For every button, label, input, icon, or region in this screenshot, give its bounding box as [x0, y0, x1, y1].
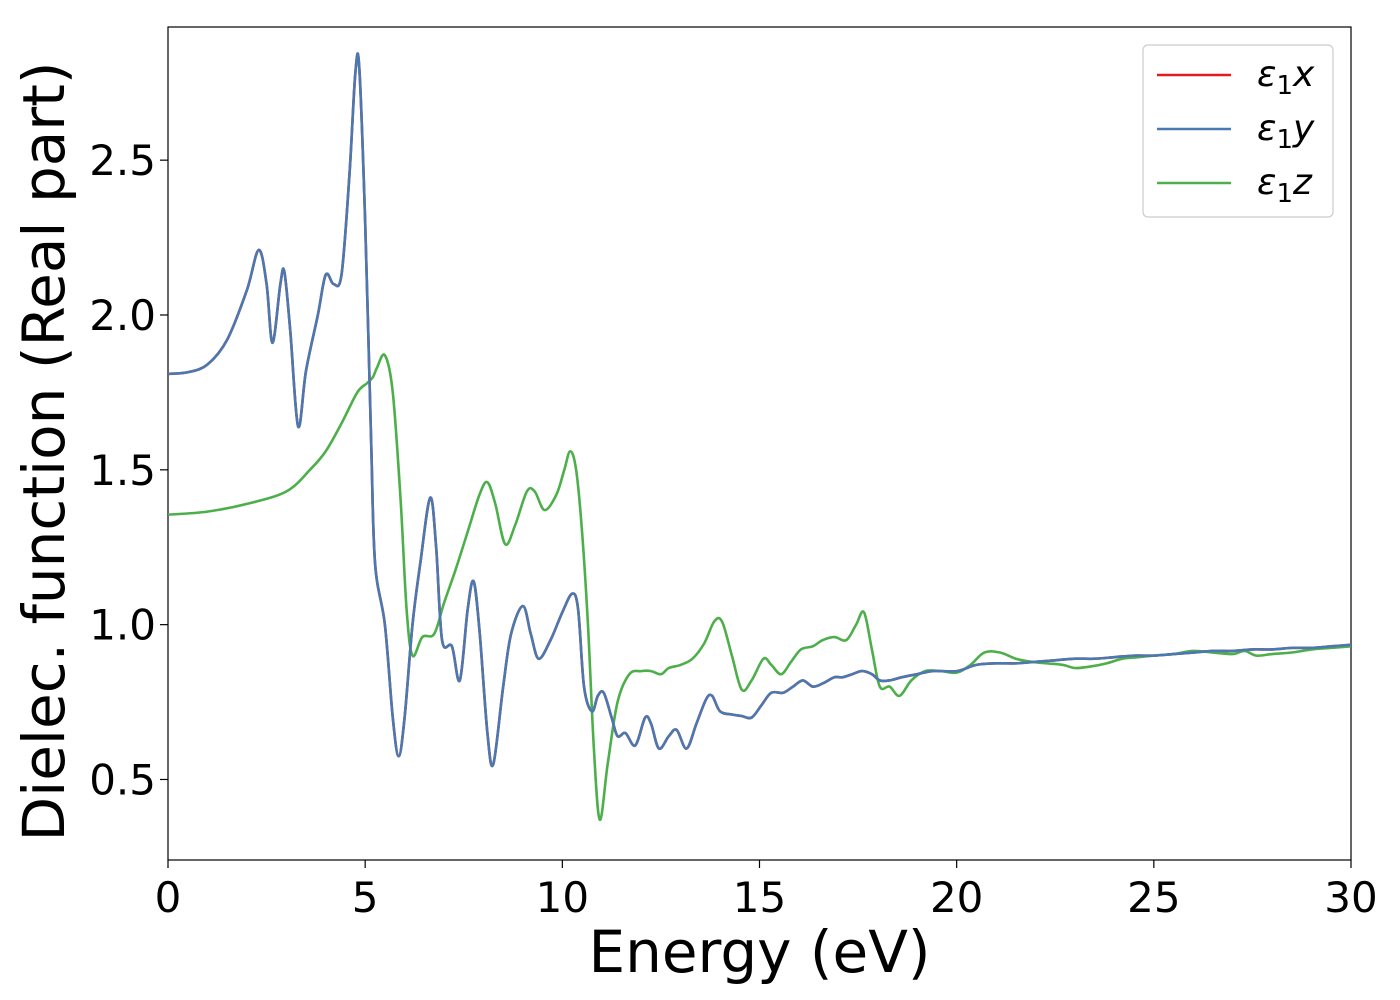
legend-label: ε1z — [1257, 162, 1313, 209]
y-axis-title: Dielec. function (Real part) — [10, 61, 78, 841]
series-line-eps1z — [168, 353, 1351, 822]
x-tick-label: 20 — [930, 873, 983, 922]
y-axis: 0.5 1.0 1.5 2.0 2.5 — [89, 136, 168, 804]
legend-box — [1142, 44, 1334, 218]
x-axis: 0 5 10 15 20 25 30 — [155, 860, 1378, 922]
legend-item: ε1z — [1157, 162, 1313, 209]
x-tick-label: 0 — [155, 873, 182, 922]
y-tick-label: 2.0 — [89, 291, 156, 340]
x-tick-label: 15 — [733, 873, 786, 922]
y-tick-label: 2.5 — [89, 136, 156, 185]
y-tick-label: 1.5 — [89, 446, 156, 495]
y-tick-label: 1.0 — [89, 601, 156, 650]
series-layer — [168, 52, 1351, 822]
x-tick-label: 5 — [352, 873, 379, 922]
x-tick-label: 25 — [1127, 873, 1180, 922]
legend-label: ε1x — [1257, 54, 1315, 101]
legend-item: ε1y — [1157, 108, 1315, 155]
x-axis-title: Energy (eV) — [588, 918, 930, 986]
x-tick-label: 30 — [1324, 873, 1377, 922]
legend-item: ε1x — [1157, 54, 1315, 101]
series-line-eps1y — [168, 52, 1351, 768]
legend: ε1x ε1y ε1z — [1142, 44, 1334, 218]
y-tick-label: 0.5 — [89, 755, 156, 804]
legend-label: ε1y — [1257, 108, 1315, 155]
x-tick-label: 10 — [536, 873, 589, 922]
